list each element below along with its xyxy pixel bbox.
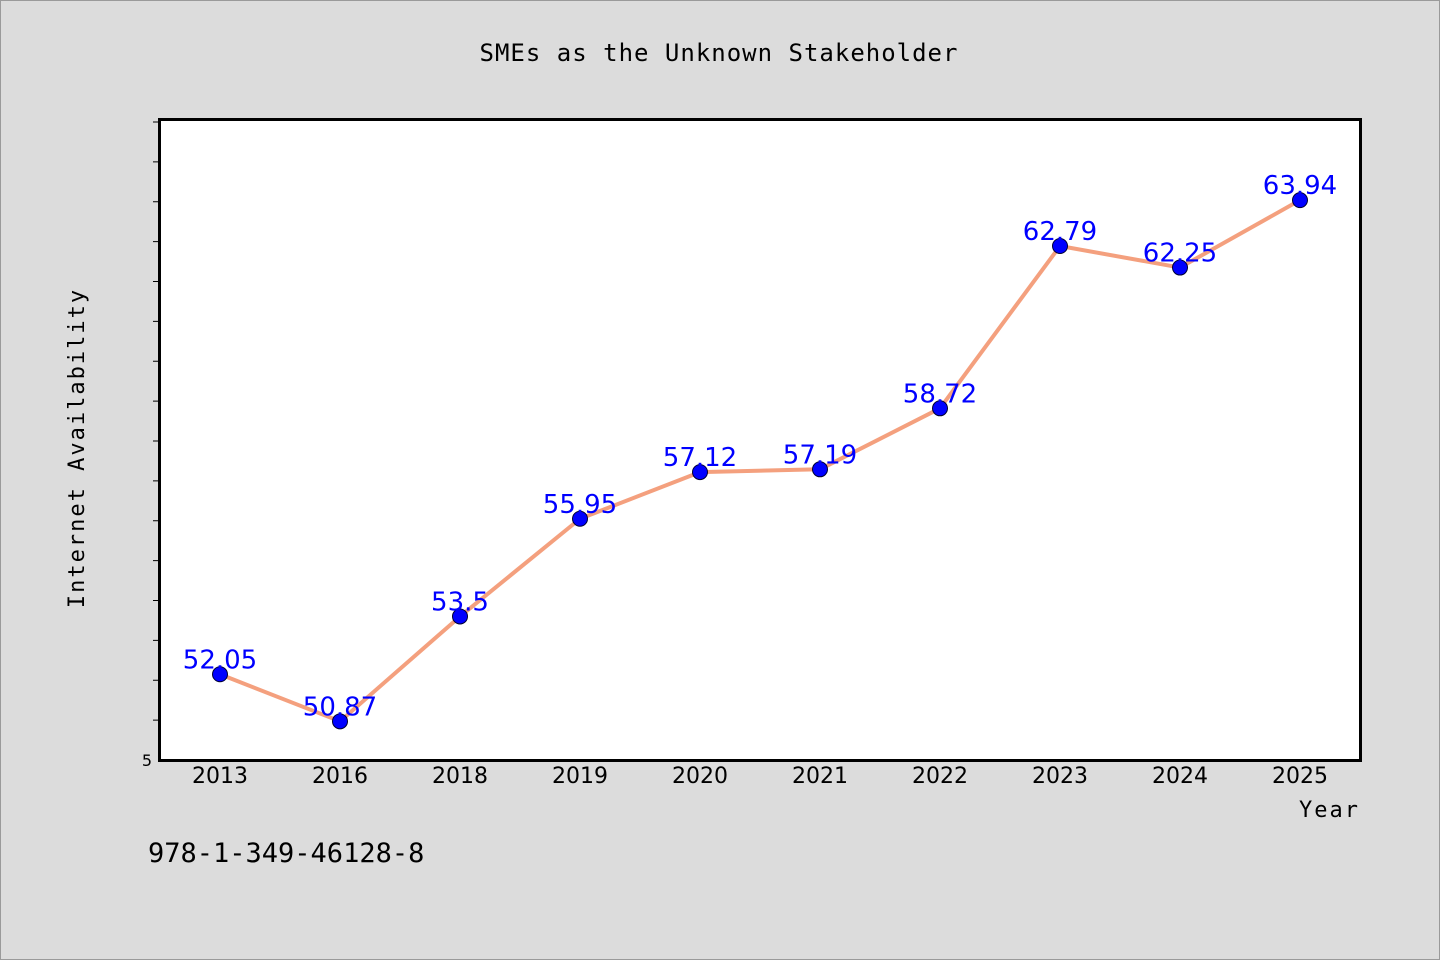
data-label: 62.25 [1143,239,1217,269]
data-point-marker [212,666,228,683]
isbn-text: 978-1-349-46128-8 [148,838,424,869]
data-point-marker [812,461,828,478]
data-point-marker [1292,192,1308,209]
data-point-marker [1172,259,1188,276]
y-axis-ticks [153,121,160,721]
x-axis-label: Year [1299,798,1360,823]
y-axis-tick-labels: 5 [142,751,152,770]
data-label: 55.95 [543,490,617,520]
data-label: 50.87 [303,692,377,722]
data-label: 62.79 [1023,217,1097,247]
data-label: 52.05 [183,645,257,675]
data-label: 63.94 [1263,171,1337,201]
chart-title: SMEs as the Unknown Stakeholder [480,39,959,67]
x-tick-label: 2025 [1272,764,1328,789]
x-tick-label: 2021 [792,764,848,789]
data-point-marker [932,400,948,417]
x-tick-label: 2022 [912,764,968,789]
data-point-marker [452,608,468,625]
x-tick-label: 2020 [672,764,728,789]
series-line [218,198,1302,724]
plot-area [158,118,1362,762]
x-tick-label: 2024 [1152,764,1208,789]
y-axis-label: Internet Availability [65,288,90,608]
data-point-marker [572,510,588,527]
x-axis-tick-labels: 2013 2016 2018 2019 2020 2021 2022 2023 2024 2025 [192,764,1328,789]
data-label: 57.12 [663,443,737,473]
data-label: 53.5 [431,587,489,617]
x-tick-label: 2023 [1032,764,1088,789]
data-markers [212,192,1308,730]
data-label: 58.72 [903,379,977,409]
y-tick-label: 5 [142,751,152,770]
data-label: 57.19 [783,440,857,470]
x-tick-label: 2013 [192,764,248,789]
x-tick-label: 2018 [432,764,488,789]
x-tick-label: 2019 [552,764,608,789]
data-point-marker [1052,238,1068,255]
data-labels: 52.05 50.87 53.5 55.95 57.12 57.19 58.72 62.79 6… [183,171,1337,722]
x-tick-label: 2016 [312,764,368,789]
data-point-marker [332,713,348,730]
data-point-marker [692,464,708,481]
